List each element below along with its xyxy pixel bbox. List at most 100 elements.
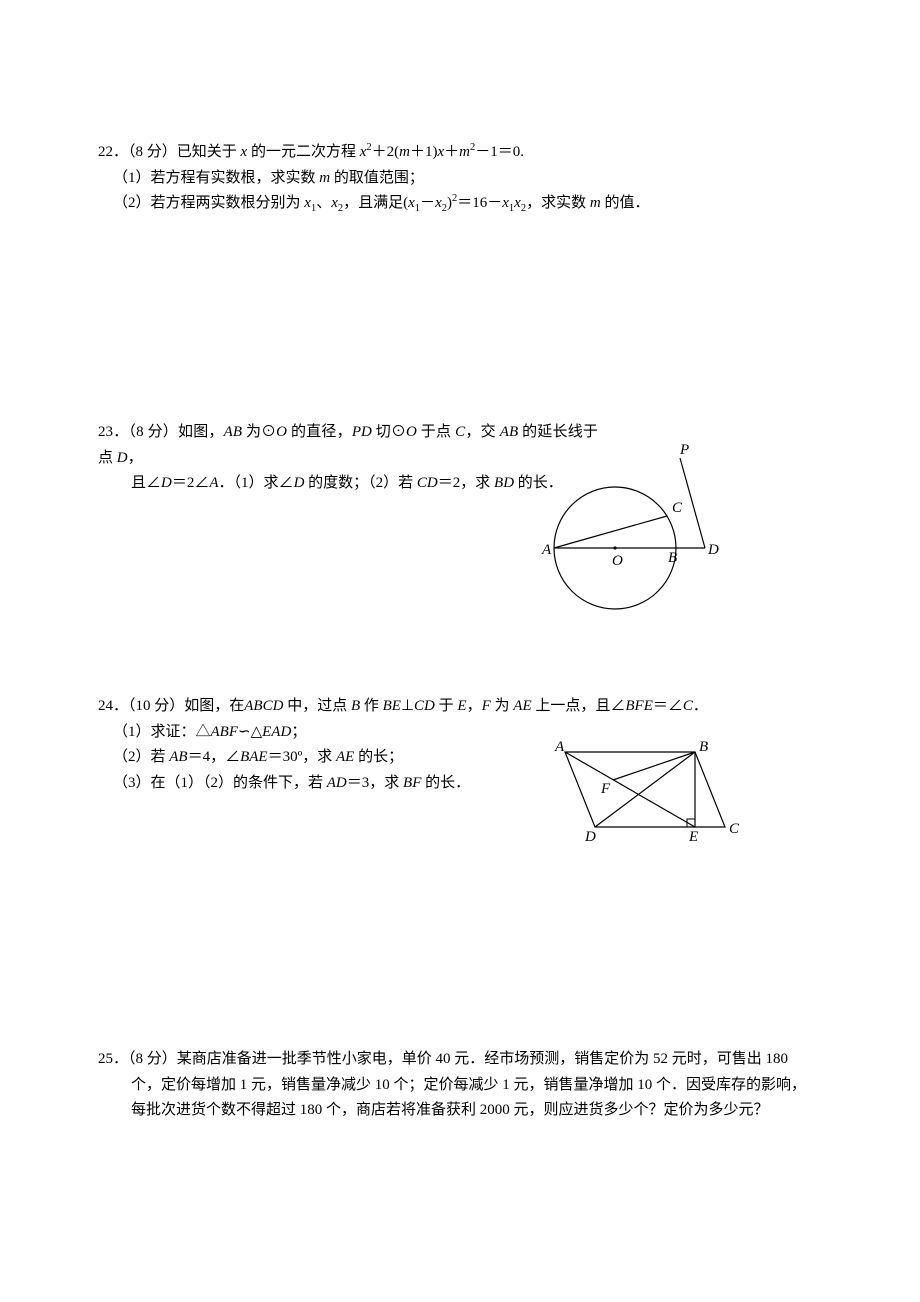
text: ＋2( xyxy=(372,144,400,160)
text: ，求实数 xyxy=(526,195,590,211)
var-B: B xyxy=(351,698,360,714)
var-C: C xyxy=(683,698,693,714)
text: ⊥ xyxy=(401,698,414,714)
text: 的长； xyxy=(354,749,403,765)
var-A: A xyxy=(209,475,218,491)
var-ABF: ABF xyxy=(211,724,239,740)
var-x: x xyxy=(331,195,338,211)
text: ＝30º，求 xyxy=(268,749,336,765)
var-m: m xyxy=(319,170,330,186)
text: ＝3，求 xyxy=(347,775,403,791)
var-C: C xyxy=(455,424,465,440)
text: 22．（8 分）已知关于 xyxy=(98,144,241,160)
eq-m: m xyxy=(399,144,410,160)
label-E: E xyxy=(688,829,698,845)
text: 的长． xyxy=(421,775,470,791)
p25-line2: 个，定价每增加 1 元，销售量净减少 10 个；定价每减少 1 元，销售量净增加… xyxy=(98,1073,822,1099)
p22-line1: 22．（8 分）已知关于 x 的一元二次方程 x2＋2(m＋1)x＋m2－1＝0… xyxy=(98,140,822,166)
var-x: x xyxy=(435,195,442,211)
text: ＝16－ xyxy=(457,195,502,211)
var-O: O xyxy=(276,424,287,440)
var-x: x xyxy=(502,195,509,211)
text: （3）在（1）（2）的条件下，若 xyxy=(113,775,327,791)
figure-p23: P C D B O A xyxy=(540,420,730,620)
var-D: D xyxy=(161,475,172,491)
p23-line1: 23．（8 分）如图，AB 为⊙O 的直径，PD 切⊙O 于点 C，交 AB 的… xyxy=(98,420,598,471)
label-A: A xyxy=(554,739,565,755)
text: ．（1）求∠ xyxy=(219,475,294,491)
var-m: m xyxy=(590,195,601,211)
var-x: x xyxy=(304,195,311,211)
label-P: P xyxy=(679,442,689,458)
var-EAD: EAD xyxy=(262,724,291,740)
var-BF: BF xyxy=(403,775,421,791)
var-AE: AE xyxy=(336,749,354,765)
text: 于 xyxy=(435,698,458,714)
label-B: B xyxy=(668,550,677,566)
text: ； xyxy=(291,724,306,740)
var-AE: AE xyxy=(513,698,531,714)
label-C: C xyxy=(729,821,740,837)
p24-line1: 24．（10 分）如图，在ABCD 中，过点 B 作 BE⊥CD 于 E，F 为… xyxy=(98,694,822,720)
text: －1＝0. xyxy=(475,144,524,160)
var-E: E xyxy=(457,698,466,714)
text: ， xyxy=(467,698,482,714)
label-F: F xyxy=(600,781,611,797)
text: ，交 xyxy=(465,424,500,440)
text: 作 xyxy=(360,698,383,714)
text: △ xyxy=(251,724,263,740)
problem-22: 22．（8 分）已知关于 x 的一元二次方程 x2＋2(m＋1)x＋m2－1＝0… xyxy=(98,140,822,217)
label-C: C xyxy=(672,500,683,516)
p23-line2: 且∠D＝2∠A．（1）求∠D 的度数；（2）若 CD＝2，求 BD 的长． xyxy=(98,471,578,497)
var-BD: BD xyxy=(494,475,514,491)
label-D: D xyxy=(707,542,719,558)
text: ＝4，∠ xyxy=(188,749,241,765)
text: 切⊙ xyxy=(372,424,406,440)
var-D: D xyxy=(117,450,128,466)
var-x: x xyxy=(514,195,521,211)
var-BAE: BAE xyxy=(240,749,268,765)
text: 的值． xyxy=(601,195,650,211)
var-D: D xyxy=(294,475,305,491)
text: 、 xyxy=(316,195,331,211)
text: （1）求证：△ xyxy=(113,724,211,740)
p22-sub1: （1）若方程有实数根，求实数 m 的取值范围； xyxy=(98,166,822,192)
text: （2）若 xyxy=(113,749,169,765)
figure-p24: A B C D E F xyxy=(525,737,740,847)
label-A: A xyxy=(541,542,552,558)
var-AB: AB xyxy=(224,424,242,440)
text: ． xyxy=(693,698,708,714)
text: 23．（8 分）如图， xyxy=(98,424,224,440)
label-O: O xyxy=(612,553,623,569)
text: ， xyxy=(128,450,143,466)
label-D: D xyxy=(584,829,596,845)
var-ABCD: ABCD xyxy=(244,698,283,714)
p22-sub2: （2）若方程两实数根分别为 x1、x2，且满足(x1－x2)2＝16－x1x2，… xyxy=(98,191,822,217)
var-PD: PD xyxy=(352,424,372,440)
var-AB: AB xyxy=(169,749,187,765)
parallelogram-diagram-icon: A B C D E F xyxy=(525,737,740,847)
var-CD: CD xyxy=(417,475,438,491)
var-F: F xyxy=(482,698,491,714)
text: ，且满足( xyxy=(343,195,408,211)
text: 的取值范围； xyxy=(330,170,424,186)
text: （1）若方程有实数根，求实数 xyxy=(113,170,319,186)
text: 为 xyxy=(491,698,514,714)
text: 且∠ xyxy=(131,475,161,491)
var-CD: CD xyxy=(414,698,435,714)
p25-line3: 每批次进货个数不得超过 180 个，商店若将准备获利 2000 元，则应进货多少… xyxy=(98,1098,822,1124)
text: （2）若方程两实数根分别为 xyxy=(113,195,304,211)
similar: ∽ xyxy=(238,724,251,740)
text: 的一元二次方程 xyxy=(247,144,360,160)
text: 24．（10 分）如图，在 xyxy=(98,698,244,714)
text: 上一点，且∠ xyxy=(532,698,626,714)
text: ＋ xyxy=(444,144,459,160)
var-AB: AB xyxy=(500,424,518,440)
text: 于点 xyxy=(417,424,455,440)
text: ＋1) xyxy=(410,144,438,160)
text: ＝∠ xyxy=(653,698,683,714)
text: 中，过点 xyxy=(283,698,351,714)
var-x: x xyxy=(408,195,415,211)
text: ＝2∠ xyxy=(172,475,210,491)
text: ＝2，求 xyxy=(438,475,494,491)
